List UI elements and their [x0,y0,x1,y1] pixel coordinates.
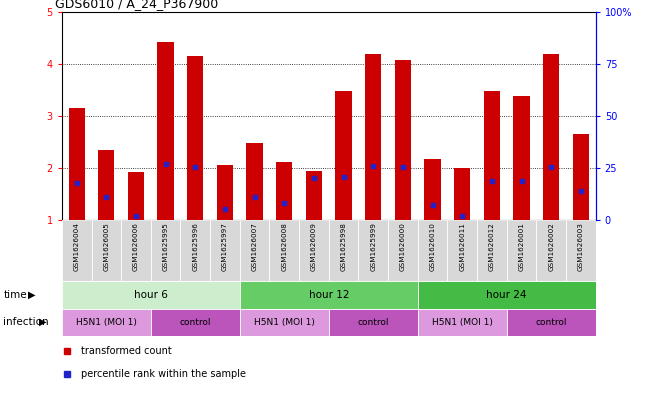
Bar [335,91,352,220]
Bar [514,96,530,220]
Text: GSM1625999: GSM1625999 [370,222,376,271]
Bar [240,220,270,281]
Text: GSM1625995: GSM1625995 [163,222,169,271]
Bar [418,309,506,336]
Bar [240,281,418,309]
Text: GDS6010 / A_24_P367900: GDS6010 / A_24_P367900 [55,0,219,10]
Text: control: control [535,318,567,327]
Bar [454,168,471,220]
Text: hour 24: hour 24 [486,290,527,300]
Text: GSM1626002: GSM1626002 [548,222,554,271]
Text: GSM1626011: GSM1626011 [459,222,465,271]
Bar [573,134,589,220]
Bar [329,220,359,281]
Bar [447,220,477,281]
Bar [329,309,418,336]
Bar [424,159,441,220]
Text: percentile rank within the sample: percentile rank within the sample [81,369,245,379]
Text: control: control [357,318,389,327]
Bar [158,42,174,220]
Text: GSM1626005: GSM1626005 [104,222,109,271]
Bar [240,309,329,336]
Bar [566,220,596,281]
Text: infection: infection [3,317,49,327]
Bar [306,171,322,220]
Bar [62,281,240,309]
Bar [536,220,566,281]
Bar [299,220,329,281]
Bar [62,220,92,281]
Text: time: time [3,290,27,300]
Text: GSM1626000: GSM1626000 [400,222,406,271]
Bar [92,220,121,281]
Bar [151,220,180,281]
Bar [418,220,447,281]
Bar [484,91,500,220]
Bar [365,55,381,220]
Text: ▶: ▶ [27,290,35,300]
Text: H5N1 (MOI 1): H5N1 (MOI 1) [432,318,493,327]
Text: hour 12: hour 12 [309,290,349,300]
Bar [276,162,292,220]
Bar [506,309,596,336]
Text: GSM1625998: GSM1625998 [340,222,346,271]
Bar [217,165,233,220]
Text: GSM1626006: GSM1626006 [133,222,139,271]
Bar [477,220,506,281]
Text: GSM1625997: GSM1625997 [222,222,228,271]
Bar [418,281,596,309]
Text: GSM1626003: GSM1626003 [578,222,584,271]
Bar [68,108,85,220]
Bar [210,220,240,281]
Text: GSM1625996: GSM1625996 [192,222,199,271]
Text: hour 6: hour 6 [134,290,168,300]
Text: GSM1626001: GSM1626001 [519,222,525,271]
Bar [270,220,299,281]
Bar [506,220,536,281]
Text: GSM1626012: GSM1626012 [489,222,495,271]
Text: GSM1626008: GSM1626008 [281,222,287,271]
Bar [388,220,418,281]
Bar [62,309,151,336]
Text: transformed count: transformed count [81,346,171,356]
Text: control: control [180,318,211,327]
Text: H5N1 (MOI 1): H5N1 (MOI 1) [254,318,314,327]
Bar [180,220,210,281]
Bar [151,309,240,336]
Bar [395,60,411,220]
Text: GSM1626009: GSM1626009 [311,222,317,271]
Text: GSM1626010: GSM1626010 [430,222,436,271]
Bar [187,56,204,220]
Bar [121,220,151,281]
Text: H5N1 (MOI 1): H5N1 (MOI 1) [76,318,137,327]
Bar [359,220,388,281]
Text: GSM1626004: GSM1626004 [74,222,79,271]
Text: GSM1626007: GSM1626007 [252,222,258,271]
Bar [543,55,559,220]
Bar [128,172,144,220]
Bar [247,143,263,220]
Text: ▶: ▶ [39,317,47,327]
Bar [98,150,115,220]
